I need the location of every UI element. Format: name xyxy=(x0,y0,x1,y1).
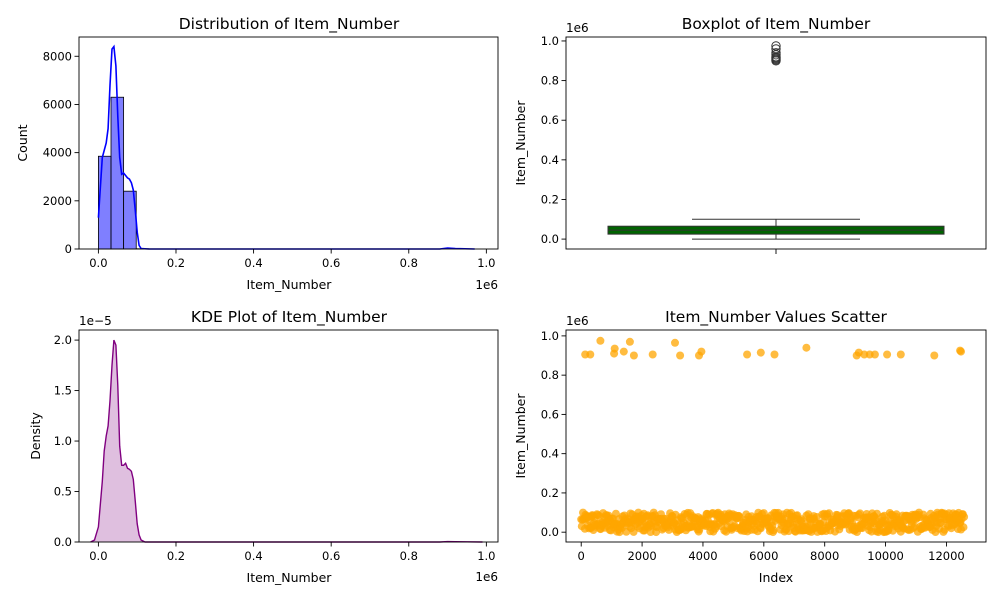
scatter-x-tick-label: 4000 xyxy=(688,549,717,563)
kde-line xyxy=(90,339,483,543)
histogram-x-tick-label: 0.8 xyxy=(400,256,418,270)
kde-y-tick-label: 1.5 xyxy=(54,384,72,398)
scatter-outlier-point xyxy=(870,350,879,359)
kde-y-tick-label: 1.0 xyxy=(54,434,72,448)
scatter-outlier-point xyxy=(610,344,619,353)
histogram-x-tick-label: 0.0 xyxy=(89,256,107,270)
scatter-y-label: Item_Number xyxy=(513,393,528,479)
scatter-outlier-point xyxy=(619,347,628,356)
histogram-bar xyxy=(97,155,112,250)
kde-x-tick-label: 0.6 xyxy=(322,549,340,563)
kde-y-tick-label: 2.0 xyxy=(54,333,72,347)
histogram-x-tick-label: 0.4 xyxy=(244,256,262,270)
kde-y-tick-label: 0.0 xyxy=(54,535,72,549)
kde-x-tick-label: 0.4 xyxy=(244,549,262,563)
scatter-outlier-point xyxy=(596,336,605,345)
histogram-y-tick-label: 8000 xyxy=(43,49,72,63)
histogram-x-label: Item_Number xyxy=(247,277,333,292)
kde-x-label: Item_Number xyxy=(247,570,333,585)
boxplot-y-tick-label: 0.0 xyxy=(541,232,559,246)
boxplot-y-label: Item_Number xyxy=(513,100,528,186)
scatter-y-tick-label: 0.0 xyxy=(541,525,559,539)
boxplot-panel: Boxplot of Item_Number 0.0 0.2 0.4 0.6 0.8 1.… xyxy=(513,15,987,254)
histogram-panel: Distribution of Item_Number 0.0 0.2 0.4 0.6… xyxy=(15,15,499,292)
kde-y-offset: 1e−5 xyxy=(79,314,112,328)
boxplot-axes-frame xyxy=(565,36,987,250)
histogram-x-offset: 1e6 xyxy=(475,278,498,292)
boxplot-outlier xyxy=(771,41,781,51)
scatter-point xyxy=(769,526,778,535)
histogram-y-tick-label: 6000 xyxy=(43,97,72,111)
kde-x-tick-label: 1.0 xyxy=(477,549,495,563)
scatter-x-tick-label: 12000 xyxy=(928,549,965,563)
boxplot-outlier xyxy=(771,48,781,58)
histogram-x-tick-label: 1.0 xyxy=(477,256,495,270)
kde-title: KDE Plot of Item_Number xyxy=(191,308,388,327)
kde-y-label: Density xyxy=(28,412,43,460)
histogram-axes-frame xyxy=(78,36,499,250)
scatter-y-tick-label: 0.8 xyxy=(541,368,559,382)
boxplot-y-tick-label: 0.2 xyxy=(541,192,559,206)
scatter-x-tick-label: 10000 xyxy=(867,549,904,563)
scatter-x-tick-label: 0 xyxy=(578,549,585,563)
histogram-x-tick-label: 0.2 xyxy=(167,256,185,270)
kde-x-offset: 1e6 xyxy=(475,570,498,584)
scatter-y-tick-label: 0.2 xyxy=(541,486,559,500)
scatter-outlier-point xyxy=(743,350,752,359)
histogram-y-tick-label: 4000 xyxy=(43,146,72,160)
scatter-y-offset: 1e6 xyxy=(566,314,589,328)
boxplot-y-tick-label: 0.4 xyxy=(541,153,559,167)
scatter-x-tick-label: 2000 xyxy=(627,549,656,563)
scatter-outlier-point xyxy=(676,351,685,360)
histogram-x-tick-label: 0.6 xyxy=(322,256,340,270)
scatter-outlier-point xyxy=(648,350,657,359)
boxplot-outlier xyxy=(771,44,781,54)
scatter-outlier-point xyxy=(930,351,939,360)
scatter-outlier-point xyxy=(756,348,765,357)
scatter-y-tick-label: 0.4 xyxy=(541,447,559,461)
histogram-y-label: Count xyxy=(15,124,30,161)
kde-area xyxy=(90,340,483,542)
scatter-outlier-point xyxy=(883,350,892,359)
histogram-y-tick-label: 2000 xyxy=(43,194,72,208)
scatter-outlier-point xyxy=(671,338,679,347)
boxplot-y-tick-label: 0.6 xyxy=(541,113,559,127)
scatter-axes-frame xyxy=(565,329,987,543)
scatter-point xyxy=(825,509,833,518)
scatter-y-tick-label: 1.0 xyxy=(541,329,559,343)
scatter-outlier-point xyxy=(957,347,965,356)
scatter-point xyxy=(960,512,969,521)
scatter-outlier-point xyxy=(629,351,638,360)
scatter-outlier-point xyxy=(770,350,779,359)
scatter-panel: Item_Number Values Scatter 0 2000 4000 6000… xyxy=(513,308,987,585)
boxplot-y-offset: 1e6 xyxy=(566,21,589,35)
scatter-point xyxy=(959,523,968,532)
scatter-outlier-point xyxy=(586,350,595,359)
scatter-title: Item_Number Values Scatter xyxy=(665,308,887,327)
scatter-outlier-point xyxy=(625,337,634,346)
boxplot-y-tick-label: 1.0 xyxy=(541,34,559,48)
scatter-outlier-point xyxy=(896,350,905,359)
scatter-outlier-point xyxy=(802,343,811,352)
scatter-outlier-point xyxy=(697,347,706,356)
histogram-kde-line xyxy=(97,44,475,250)
boxplot-title: Boxplot of Item_Number xyxy=(682,15,871,34)
scatter-y-tick-label: 0.6 xyxy=(541,407,559,421)
histogram-y-tick-label: 0 xyxy=(65,242,72,256)
boxplot-y-tick-label: 0.8 xyxy=(541,74,559,88)
kde-axes-frame xyxy=(78,329,499,543)
kde-x-tick-label: 0.2 xyxy=(167,549,185,563)
scatter-x-tick-label: 6000 xyxy=(749,549,778,563)
kde-panel: KDE Plot of Item_Number 0.0 0.2 0.4 0.6 0.8 1… xyxy=(28,308,499,585)
kde-x-tick-label: 0.8 xyxy=(400,549,418,563)
scatter-x-label: Index xyxy=(759,570,793,585)
kde-y-tick-label: 0.5 xyxy=(54,485,72,499)
kde-x-tick-label: 0.0 xyxy=(89,549,107,563)
histogram-title: Distribution of Item_Number xyxy=(179,15,400,34)
scatter-x-tick-label: 8000 xyxy=(810,549,839,563)
